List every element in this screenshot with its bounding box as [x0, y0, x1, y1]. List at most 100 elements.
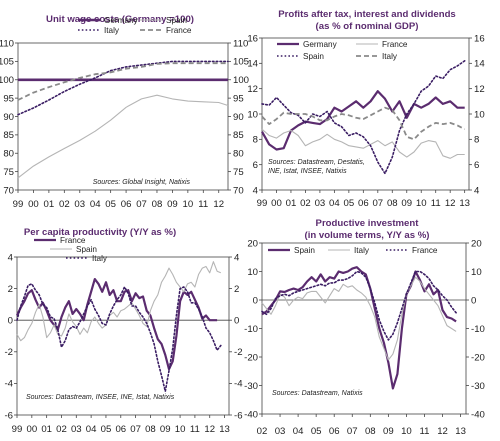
x-tick-label: 12 — [445, 198, 456, 209]
chart-title: (as % of nominal GDP) — [316, 21, 419, 32]
y-tick-right-label: 0 — [234, 316, 239, 327]
y-tick-left-label: 70 — [3, 185, 14, 196]
legend-label: France — [166, 26, 192, 35]
y-tick-right-label: 4 — [474, 185, 480, 196]
y-tick-left-label: 100 — [0, 75, 14, 86]
series-line-italy — [16, 283, 222, 393]
legend-label: Italy — [92, 254, 108, 263]
x-tick-label: 99 — [257, 198, 268, 209]
x-tick-label: 11 — [431, 198, 441, 209]
x-tick-label: 09 — [383, 426, 394, 437]
x-tick-label: 07 — [347, 426, 358, 437]
y-tick-right-label: -30 — [471, 381, 485, 392]
y-tick-right-label: 85 — [233, 130, 244, 141]
chart-productivity: Per capita productivity (Y/Y as %) -6 -4 -2… — [4, 227, 243, 435]
x-tick-label: 02 — [59, 199, 70, 210]
x-tick-label: 99 — [12, 424, 23, 435]
chart-title: Unit wage costs (Germany =100) — [46, 14, 194, 25]
x-tick-label: 08 — [152, 199, 163, 210]
legend-label: France — [60, 236, 86, 245]
x-tick-label: 05 — [344, 198, 355, 209]
y-tick-left-label: 90 — [3, 112, 14, 123]
x-tick-label: 03 — [315, 198, 326, 209]
y-tick-right-label: 110 — [233, 38, 248, 49]
y-tick-left-label: 10 — [247, 109, 258, 120]
y-tick-right-label: -10 — [471, 324, 485, 335]
chart-title: Per capita productivity (Y/Y as %) — [24, 227, 176, 238]
chart-source: INE, Istat, INSEE, Natixis — [268, 168, 347, 175]
y-tick-left-label: -10 — [244, 324, 258, 335]
x-tick-label: 00 — [26, 424, 37, 435]
x-tick-label: 03 — [74, 199, 85, 210]
x-tick-label: 01 — [44, 199, 55, 210]
x-tick-label: 12 — [204, 424, 215, 435]
series-line-spain — [261, 59, 466, 175]
chart-profits: Profits after tax, interest and dividend… — [247, 9, 485, 209]
series-line-italy — [261, 276, 457, 361]
legend-label: Germany — [303, 40, 338, 49]
y-tick-left-label: -40 — [244, 409, 258, 420]
x-tick-label: 09 — [160, 424, 171, 435]
legend-label: Italy — [382, 52, 398, 61]
y-tick-right-label: 80 — [233, 149, 244, 160]
y-tick-right-label: 95 — [233, 93, 244, 104]
chart-source: Sources: Datastream, Natixis — [272, 390, 363, 397]
x-tick-label: 08 — [145, 424, 156, 435]
series-line-france — [261, 128, 465, 159]
y-tick-left-label: 20 — [247, 238, 258, 249]
chart-source: Sources: Global Insight, Natixis — [93, 179, 191, 186]
series-line-germany — [261, 90, 465, 151]
y-tick-right-label: 6 — [474, 160, 479, 171]
x-tick-label: 06 — [115, 424, 126, 435]
x-tick-label: 04 — [329, 198, 340, 209]
series-line-italy — [261, 106, 466, 141]
y-tick-right-label: -4 — [234, 379, 243, 390]
legend-label: France — [412, 246, 438, 255]
legend-label: Spain — [294, 246, 315, 255]
y-tick-right-label: 12 — [474, 84, 485, 95]
x-tick-label: 02 — [56, 424, 67, 435]
x-tick-label: 10 — [401, 426, 412, 437]
chart-investment: Productive investment(in volume terms, Y… — [244, 218, 485, 437]
y-tick-right-label: 100 — [233, 75, 249, 86]
y-tick-right-label: -20 — [471, 352, 485, 363]
y-tick-left-label: 95 — [3, 93, 14, 104]
x-tick-label: 05 — [101, 424, 112, 435]
x-tick-label: 09 — [167, 199, 178, 210]
x-tick-label: 13 — [459, 198, 470, 209]
y-tick-left-label: 85 — [3, 130, 14, 141]
x-tick-label: 00 — [271, 198, 282, 209]
y-tick-left-label: 0 — [253, 295, 258, 306]
y-tick-right-label: 0 — [471, 295, 476, 306]
legend-label: Germany — [104, 16, 139, 25]
y-tick-right-label: 14 — [474, 59, 485, 70]
y-tick-right-label: -2 — [234, 347, 243, 358]
y-tick-left-label: 0 — [8, 316, 13, 327]
x-tick-label: 04 — [293, 426, 304, 437]
x-tick-label: 01 — [41, 424, 52, 435]
x-tick-label: 06 — [358, 198, 369, 209]
plot-frame — [17, 42, 229, 191]
y-tick-left-label: 110 — [0, 38, 14, 49]
y-tick-right-label: -6 — [234, 410, 243, 421]
x-tick-label: 00 — [28, 199, 39, 210]
x-tick-label: 11 — [198, 199, 208, 210]
y-tick-left-label: 105 — [0, 57, 14, 68]
y-tick-left-label: 4 — [8, 252, 14, 263]
y-tick-right-label: -40 — [471, 409, 485, 420]
chart-uwc: Unit wage costs (Germany =100) 70 75 80 85 90… — [0, 14, 249, 210]
x-tick-label: 04 — [86, 424, 97, 435]
y-tick-right-label: 4 — [234, 252, 240, 263]
x-tick-label: 12 — [213, 199, 224, 210]
legend-label: Spain — [166, 16, 187, 25]
x-tick-label: 03 — [71, 424, 82, 435]
y-tick-left-label: 6 — [253, 160, 258, 171]
x-tick-label: 04 — [90, 199, 101, 210]
x-tick-label: 06 — [121, 199, 132, 210]
x-tick-label: 13 — [219, 424, 230, 435]
y-tick-left-label: 80 — [3, 149, 14, 160]
chart-source: Sources: Datastream, Destatis, — [268, 159, 365, 166]
x-tick-label: 10 — [183, 199, 194, 210]
x-tick-label: 05 — [105, 199, 116, 210]
plot-frame — [261, 242, 467, 415]
